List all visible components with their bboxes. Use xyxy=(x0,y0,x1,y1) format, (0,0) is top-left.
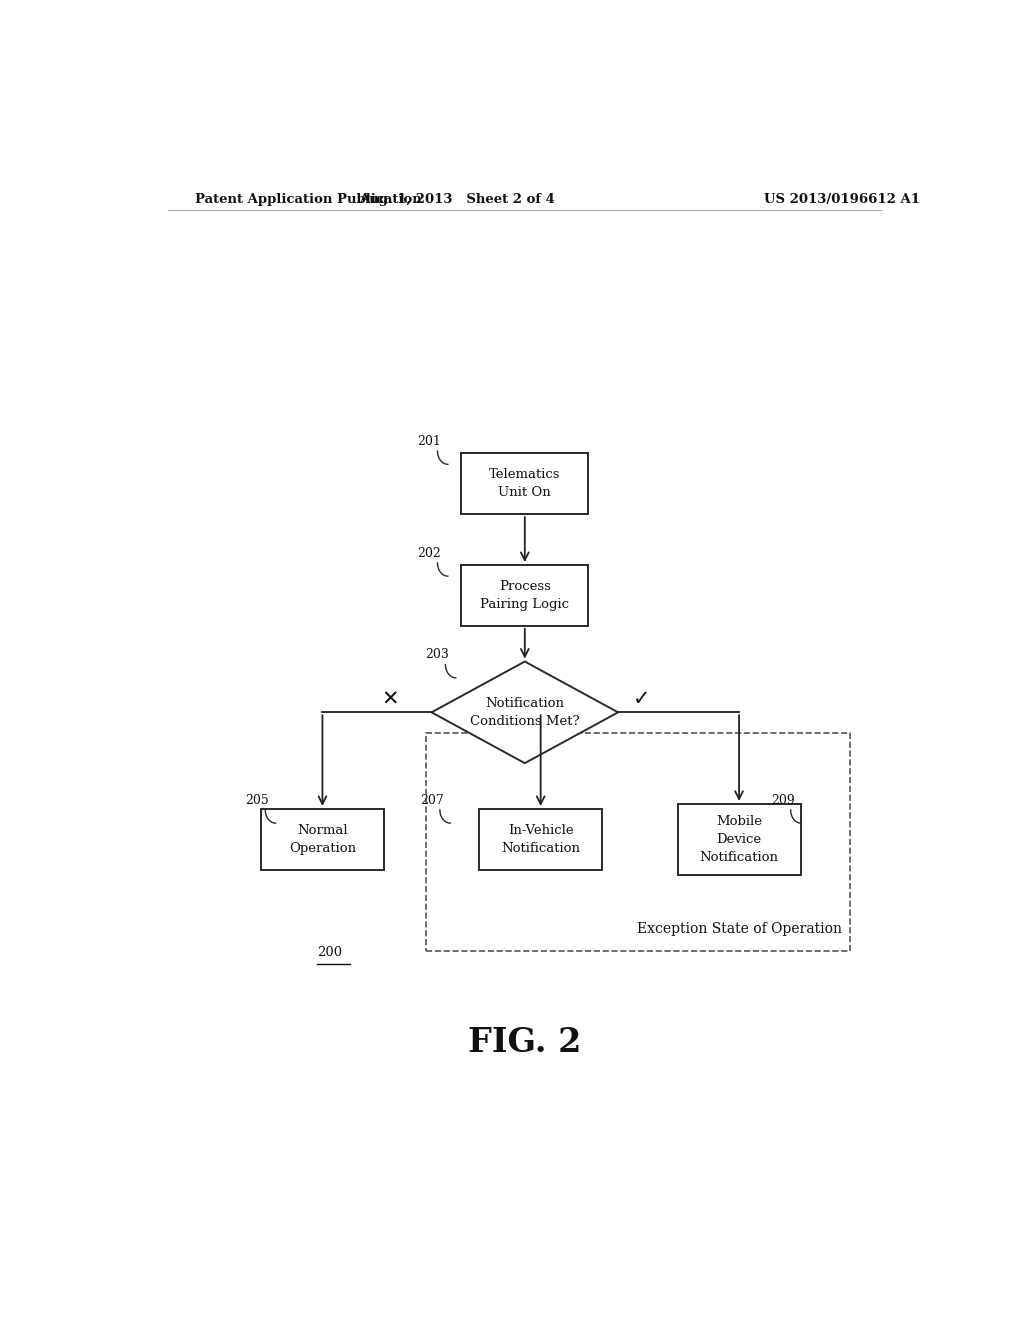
Text: Mobile
Device
Notification: Mobile Device Notification xyxy=(699,814,778,863)
Text: ✓: ✓ xyxy=(633,689,650,709)
Text: Aug. 1, 2013   Sheet 2 of 4: Aug. 1, 2013 Sheet 2 of 4 xyxy=(359,193,555,206)
Text: Normal
Operation: Normal Operation xyxy=(289,824,356,855)
Bar xyxy=(426,733,850,952)
Polygon shape xyxy=(431,661,618,763)
Bar xyxy=(678,804,801,875)
Text: 201: 201 xyxy=(418,436,441,447)
Bar xyxy=(461,453,588,515)
Text: 202: 202 xyxy=(418,546,441,560)
Text: Exception State of Operation: Exception State of Operation xyxy=(637,921,842,936)
Text: Notification
Conditions Met?: Notification Conditions Met? xyxy=(470,697,580,727)
Text: US 2013/0196612 A1: US 2013/0196612 A1 xyxy=(764,193,921,206)
Text: FIG. 2: FIG. 2 xyxy=(468,1026,582,1059)
Text: In-Vehicle
Notification: In-Vehicle Notification xyxy=(501,824,581,855)
Text: Patent Application Publication: Patent Application Publication xyxy=(196,193,422,206)
Text: 203: 203 xyxy=(426,648,450,661)
Text: 207: 207 xyxy=(420,793,443,807)
Bar xyxy=(479,809,602,870)
Text: Telematics
Unit On: Telematics Unit On xyxy=(489,469,560,499)
Bar xyxy=(261,809,384,870)
Text: 205: 205 xyxy=(246,793,269,807)
Bar xyxy=(461,565,588,626)
Text: 200: 200 xyxy=(316,946,342,960)
Text: Process
Pairing Logic: Process Pairing Logic xyxy=(480,579,569,611)
Text: ✕: ✕ xyxy=(381,689,398,709)
Text: 209: 209 xyxy=(771,793,795,807)
